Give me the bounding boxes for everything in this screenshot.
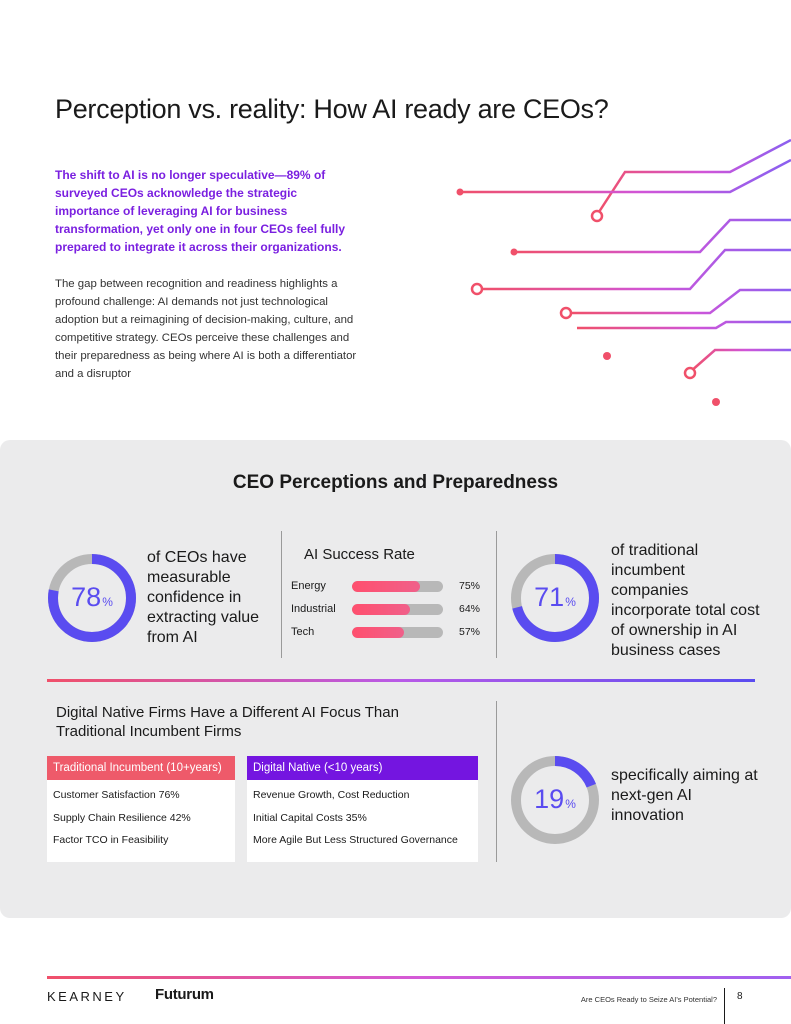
divider — [496, 701, 497, 862]
footer-caption: Are CEOs Ready to Seize AI's Potential? — [580, 995, 717, 1004]
stat2-text: of traditional incumbent companies incor… — [611, 542, 760, 659]
stat2-value: 71% — [534, 582, 576, 612]
circuit-decoration — [456, 138, 791, 406]
circuit-node — [510, 248, 518, 256]
bar-row-tech: Tech 57% — [291, 626, 481, 638]
panel-title: CEO Perceptions and Preparedness — [232, 472, 559, 493]
donut-chart-78 — [48, 554, 136, 642]
circuit-line — [570, 288, 791, 315]
circuit-ring-node — [683, 366, 697, 380]
traditional-incumbent-table: Traditional Incumbent (10+years) Custome… — [47, 756, 235, 862]
stat3-text: specifically aiming at next-gen AI innov… — [611, 767, 758, 824]
page-title: Perception vs. reality: How AI ready are… — [55, 94, 609, 124]
circuit-ring-node — [590, 209, 604, 223]
donut-arc — [511, 756, 599, 844]
circuit-node — [712, 398, 720, 406]
circuit-line — [595, 138, 791, 216]
donut-chart-71 — [511, 554, 599, 642]
list-item: More Agile But Less Structured Governanc… — [253, 834, 458, 846]
page-number: 8 — [737, 991, 743, 1002]
divider — [496, 531, 497, 658]
list-item: Customer Satisfaction 76% — [53, 789, 180, 801]
bar-fill-industrial — [352, 604, 411, 615]
footer-gradient-line — [47, 976, 791, 979]
bar-row-energy: Energy 75% — [291, 580, 481, 592]
digital-native-title: Digital Native Firms Have a Different AI… — [56, 704, 399, 740]
footer-divider — [724, 988, 725, 1024]
donut-arc — [511, 554, 599, 642]
gradient-divider — [47, 679, 755, 682]
circuit-line — [514, 218, 791, 254]
ai-success-title: AI Success Rate — [304, 546, 415, 563]
stat3-value: 19% — [534, 784, 576, 814]
list-item: Initial Capital Costs 35% — [253, 811, 367, 824]
bar-fill-energy — [352, 581, 421, 592]
kearney-logo: KEARNEY — [47, 989, 127, 1004]
stat1-text: of CEOs have measurable confidence in ex… — [147, 549, 260, 646]
stat1-value: 78% — [71, 582, 113, 612]
traditional-header: Traditional Incumbent (10+years) — [47, 756, 235, 780]
circuit-node — [603, 352, 611, 360]
divider — [281, 531, 282, 658]
digital-native-table: Digital Native (<10 years) Revenue Growt… — [247, 756, 478, 862]
circuit-line — [577, 320, 791, 330]
donut-arc — [48, 554, 136, 642]
futurum-logo: Futurum — [155, 986, 214, 1003]
circuit-ring-node — [559, 306, 573, 320]
list-item: Factor TCO in Feasibility — [53, 834, 169, 846]
circuit-line — [689, 348, 791, 373]
donut-chart-19 — [511, 756, 599, 844]
body-paragraph: The gap between recognition and readines… — [55, 278, 357, 380]
circuit-node — [456, 188, 464, 196]
digital-native-header: Digital Native (<10 years) — [247, 756, 478, 780]
circuit-line — [480, 248, 791, 291]
list-item: Supply Chain Resilience 42% — [53, 811, 191, 824]
bar-row-industrial: Industrial 64% — [291, 603, 481, 615]
bar-fill-tech — [352, 627, 404, 638]
lead-paragraph: The shift to AI is no longer speculative… — [55, 168, 346, 254]
circuit-ring-node — [470, 282, 484, 296]
circuit-line — [460, 158, 791, 194]
list-item: Revenue Growth, Cost Reduction — [253, 789, 410, 801]
